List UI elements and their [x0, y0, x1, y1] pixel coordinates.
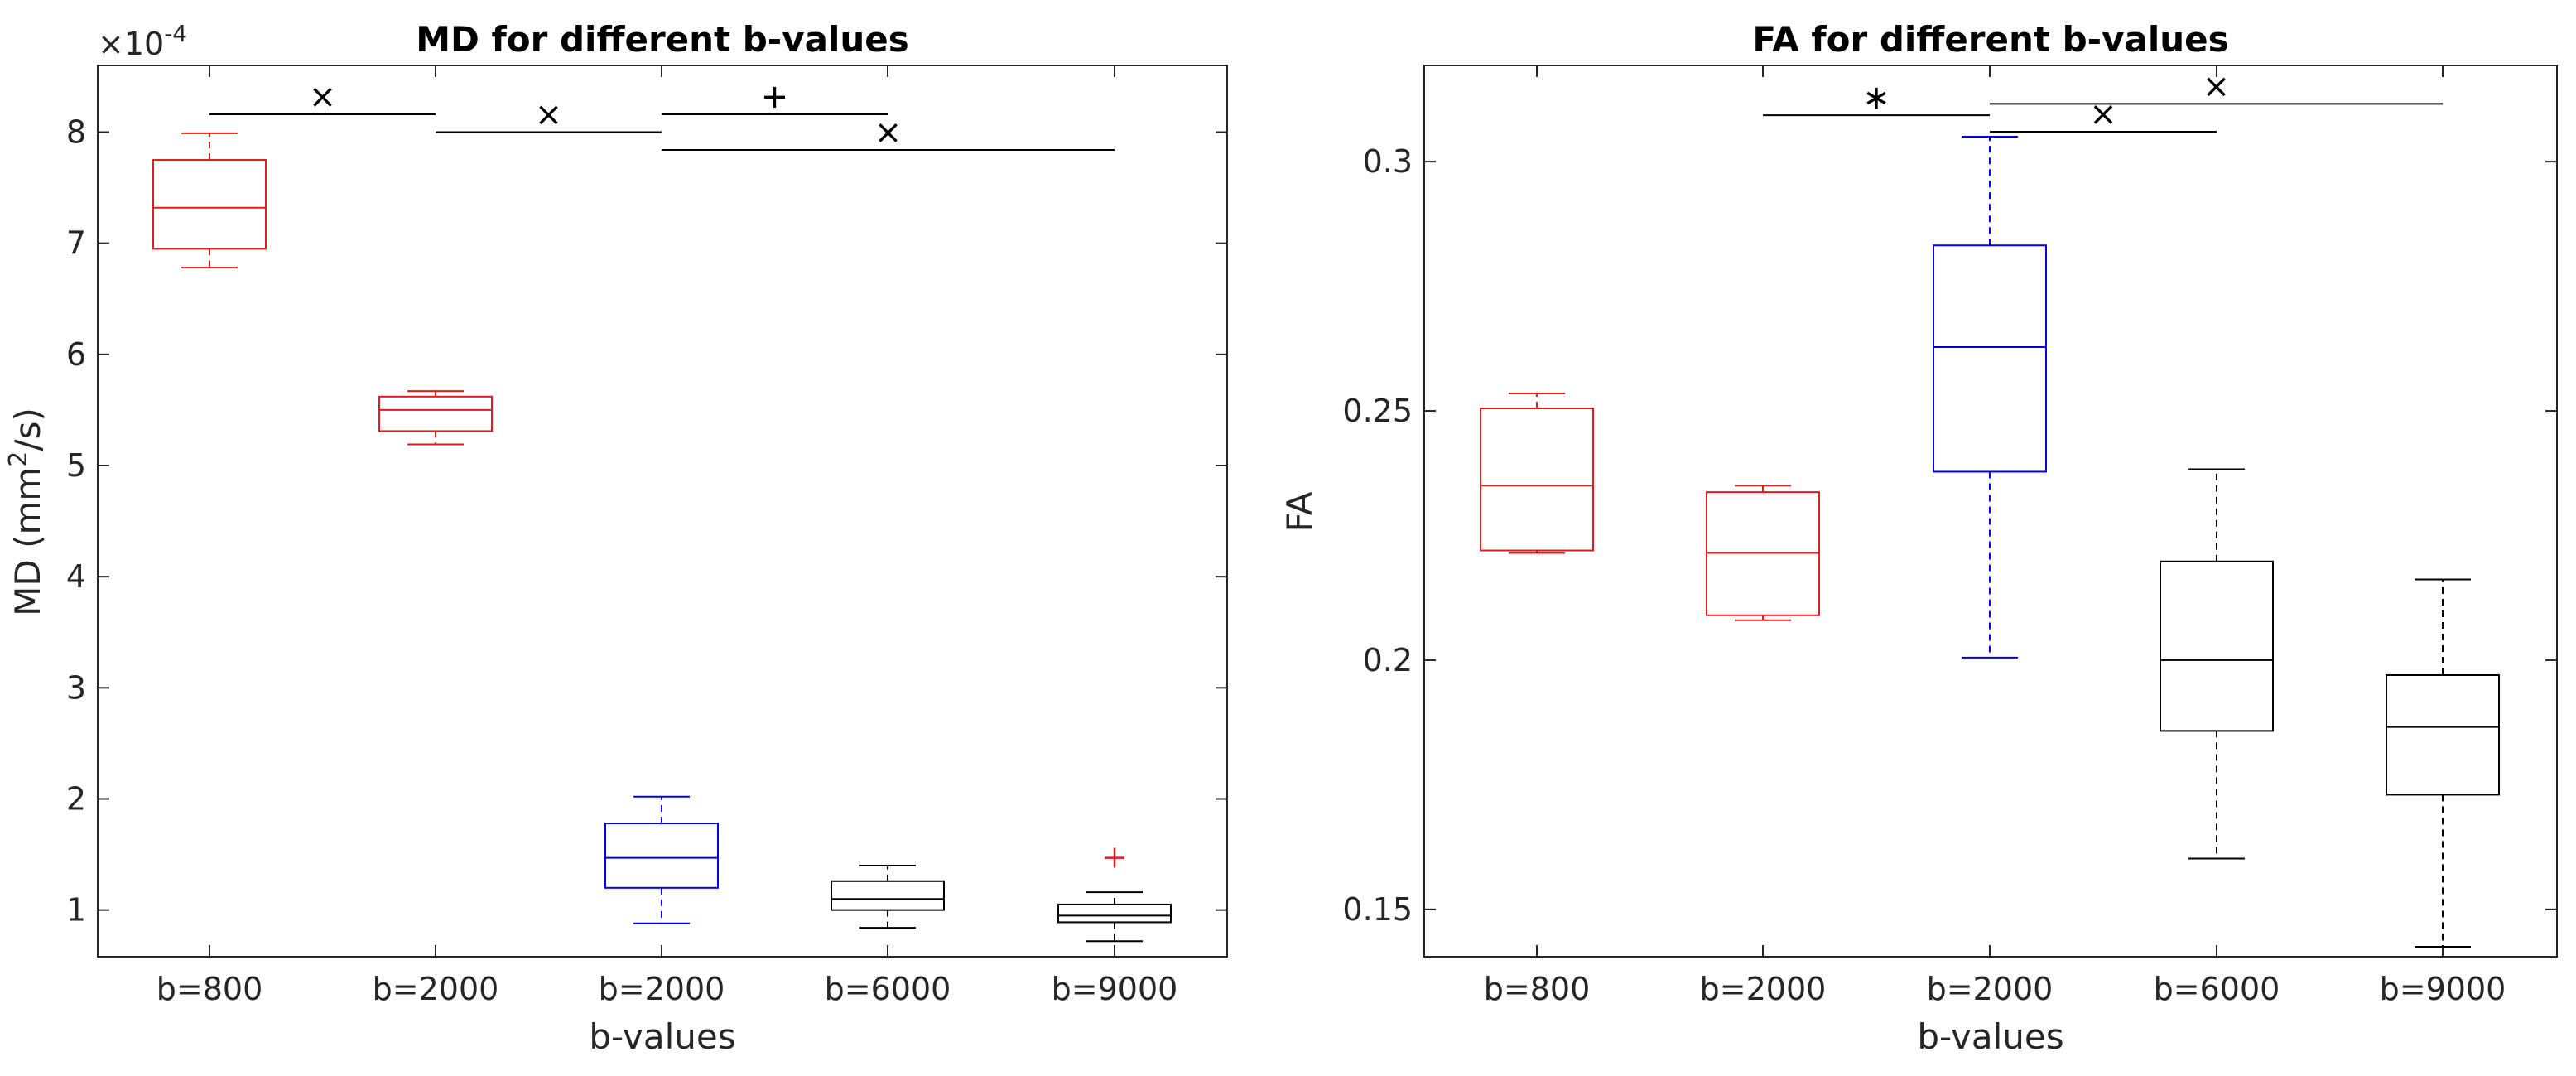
fa-boxes	[1480, 136, 2500, 948]
fa-box-3	[1933, 136, 2047, 659]
fa-iqr-box	[2160, 560, 2274, 732]
md-outlier	[1105, 847, 1124, 868]
fa-ytick-label: 0.2	[1363, 642, 1413, 678]
md-xtick-label: b=9000	[1052, 971, 1178, 1007]
md-axes-frame	[97, 65, 1228, 958]
fa-box-1	[1480, 392, 1594, 554]
fa-xtick-label: b=9000	[2380, 971, 2506, 1007]
md-iqr-box	[378, 395, 493, 432]
md-iqr-box	[152, 159, 267, 250]
md-chart: MD for different b-values ×10-4 MD (mm2/…	[4, 19, 1228, 1057]
md-xtick-label: b=6000	[825, 971, 951, 1007]
fa-ticks: 0.15 0.2 0.25 0.3 b=800 b=2000 b=2000 b=6000 b=9…	[1342, 65, 2557, 1007]
md-ytick-label: 8	[66, 113, 86, 150]
fa-chart-title: FA for different b-values	[1752, 19, 2228, 60]
fa-y-axis-label: FA	[1279, 491, 1320, 532]
md-significance: × × + ×	[209, 78, 1115, 152]
md-ytick-label: 5	[66, 447, 86, 484]
fa-significance-marker: ×	[2203, 67, 2231, 105]
fa-x-axis-label: b-values	[1917, 1016, 2063, 1057]
fa-chart: FA for different b-values FA b-values 0.…	[1279, 19, 2558, 1057]
fa-xtick-label: b=800	[1484, 971, 1591, 1007]
md-significance-marker: +	[761, 78, 789, 116]
md-box-5	[1057, 847, 1172, 943]
md-box-2	[378, 390, 493, 446]
fa-significance: ∗ × ×	[1763, 67, 2443, 133]
md-y-axis-label: MD (mm2/s)	[4, 408, 48, 616]
md-significance-marker: ×	[309, 78, 337, 116]
fa-box-4	[2160, 468, 2274, 860]
md-y-exponent: ×10-4	[98, 20, 187, 62]
md-xtick-label: b=2000	[599, 971, 725, 1007]
fa-xtick-label: b=2000	[1927, 971, 2054, 1007]
md-ytick-label: 1	[66, 892, 86, 929]
md-ticks: 1 2 3 4 5 6 7 8 b=800 b=2000 b=2000 b=6000 b=9000	[66, 65, 1227, 1007]
md-box-1	[152, 132, 267, 269]
fa-significance-marker: ∗	[1862, 79, 1890, 117]
fa-iqr-box	[1480, 408, 1594, 552]
fa-ytick-label: 0.15	[1342, 891, 1413, 928]
md-xtick-label: b=800	[156, 971, 263, 1007]
md-ytick-label: 4	[66, 558, 86, 595]
md-x-axis-label: b-values	[589, 1016, 735, 1057]
fa-iqr-box	[2386, 673, 2500, 796]
md-boxes	[152, 132, 1172, 943]
md-box-3	[604, 795, 719, 924]
fa-significance-marker: ×	[2089, 95, 2117, 133]
fa-axes-frame	[1423, 65, 2558, 958]
md-ytick-label: 3	[66, 669, 86, 706]
fa-xtick-label: b=2000	[1700, 971, 1827, 1007]
fa-xtick-label: b=6000	[2154, 971, 2280, 1007]
fa-ytick-label: 0.25	[1342, 393, 1413, 429]
md-iqr-box	[831, 880, 945, 911]
md-ytick-label: 6	[66, 336, 86, 373]
md-significance-marker: ×	[535, 95, 563, 133]
fa-box-5	[2386, 578, 2500, 948]
fa-iqr-box	[1933, 244, 2047, 473]
md-iqr-box	[604, 823, 719, 889]
md-xtick-label: b=2000	[373, 971, 499, 1007]
fa-ytick-label: 0.3	[1363, 143, 1413, 180]
md-box-4	[831, 864, 945, 929]
md-iqr-box	[1057, 903, 1172, 924]
md-ytick-label: 7	[66, 225, 86, 262]
md-chart-title: MD for different b-values	[416, 19, 909, 60]
md-ytick-label: 2	[66, 780, 86, 817]
fa-box-2	[1706, 485, 1820, 621]
md-significance-marker: ×	[874, 113, 903, 152]
